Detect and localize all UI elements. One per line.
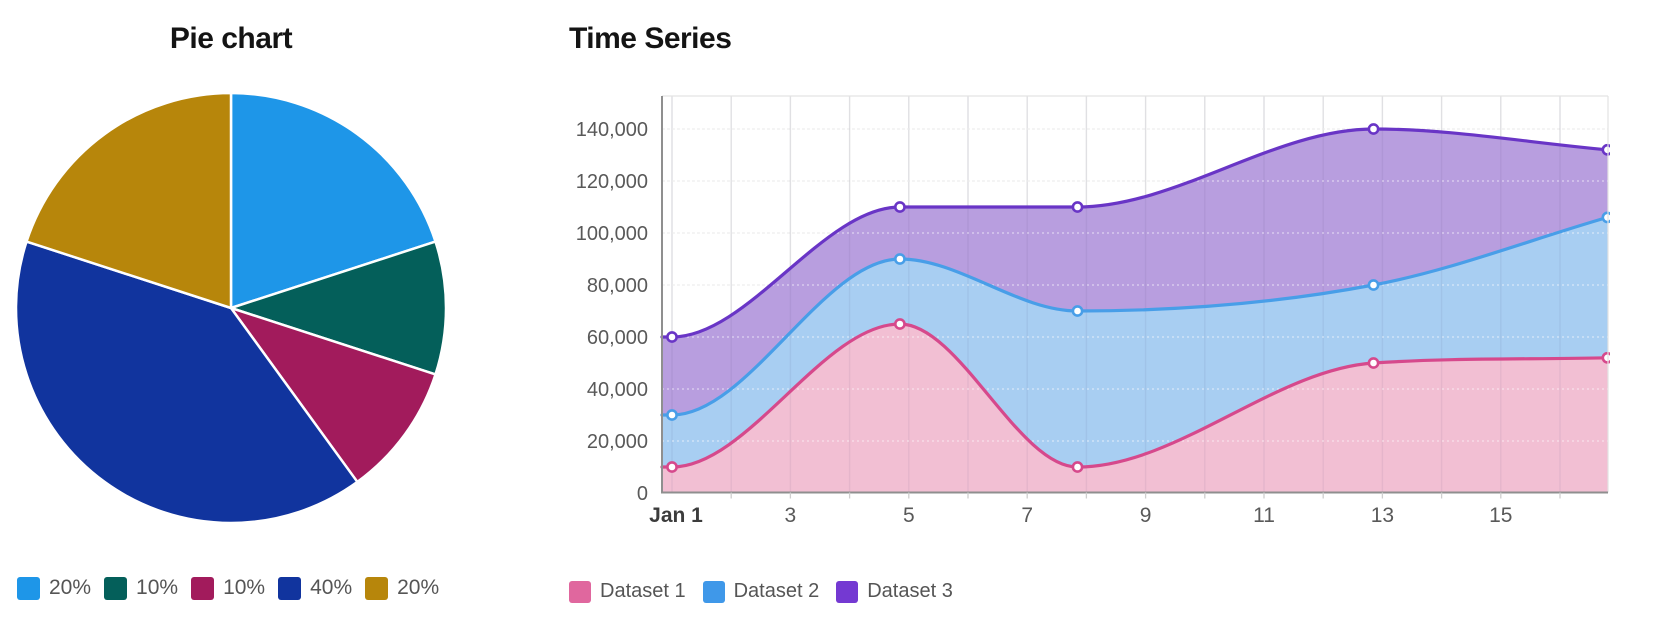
axes <box>661 95 1609 499</box>
pie-legend-swatch-3 <box>191 576 215 600</box>
pie-legend-item-1[interactable]: 20% <box>17 576 91 600</box>
y-tick-label: 120,000 <box>576 171 648 193</box>
y-tick-label: 40,000 <box>587 379 648 401</box>
pie-legend-swatch-1 <box>17 576 40 600</box>
dataset1-point[interactable] <box>1367 357 1380 369</box>
pie-legend-label-2: 10% <box>136 576 179 599</box>
x-tick-label: 15 <box>1489 504 1512 527</box>
y-tick-label: 80,000 <box>587 275 648 297</box>
ts-legend-label-2: Dataset 2 <box>733 580 820 602</box>
dataset3-point[interactable] <box>894 201 906 213</box>
dataset1-line <box>660 322 1609 469</box>
pie-legend-label-4: 40% <box>310 576 353 599</box>
pie-legend-swatch-5 <box>365 576 389 600</box>
ts-legend-item-1[interactable]: Dataset 1 <box>569 580 686 603</box>
x-tick-label: 7 <box>1021 504 1033 527</box>
pie-chart-title: Pie chart <box>169 22 293 55</box>
pie-chart[interactable] <box>14 91 448 525</box>
time-series-legend: Dataset 1 Dataset 2 Dataset 3 <box>569 580 953 603</box>
x-tick-label: 3 <box>785 504 797 527</box>
pie-legend-item-3[interactable]: 10% <box>191 576 265 600</box>
pie-legend-label-5: 20% <box>397 576 440 599</box>
x-tick-label: 11 <box>1253 504 1275 527</box>
dataset1-point[interactable] <box>1071 461 1084 473</box>
x-axis-labels: Jan 1 3 5 7 9 11 13 15 <box>649 504 1512 527</box>
ts-legend-label-3: Dataset 3 <box>867 580 953 602</box>
pie-legend-label-1: 20% <box>49 576 92 599</box>
dataset3-point[interactable] <box>1071 201 1084 213</box>
dataset1-point[interactable] <box>894 318 906 330</box>
dataset3-area <box>662 129 1608 415</box>
ts-legend-swatch-1 <box>569 580 591 603</box>
pie-slice-2[interactable] <box>229 240 448 376</box>
ts-legend-label-1: Dataset 1 <box>600 580 686 602</box>
pie-slice-4[interactable] <box>14 240 359 525</box>
pie-legend-label-3: 10% <box>223 576 266 599</box>
pie-legend: 20% 10% 10% 40% 20% <box>17 576 439 600</box>
y-tick-label: 20,000 <box>587 431 648 453</box>
time-series-title: Time Series <box>569 22 732 55</box>
y-tick-label: 140,000 <box>576 119 648 141</box>
ts-legend-swatch-2 <box>702 580 725 603</box>
pie-legend-item-4[interactable]: 40% <box>278 576 352 600</box>
dataset3-point[interactable] <box>666 331 678 343</box>
y-tick-label: 100,000 <box>576 223 648 245</box>
x-tick-label: Jan 1 <box>649 504 703 527</box>
dataset2-point[interactable] <box>1071 305 1084 317</box>
pie-legend-swatch-4 <box>278 576 302 600</box>
dataset3-line <box>660 127 1609 339</box>
ts-legend-item-3[interactable]: Dataset 3 <box>836 580 953 603</box>
y-tick-label: 0 <box>637 483 648 505</box>
pie-slice-3[interactable] <box>229 306 437 484</box>
dataset2-area <box>662 217 1608 467</box>
ts-legend-swatch-3 <box>836 580 859 603</box>
ts-legend-item-2[interactable]: Dataset 2 <box>702 580 820 603</box>
y-tick-label: 60,000 <box>587 327 648 349</box>
dataset2-point[interactable] <box>666 409 678 421</box>
time-series-chart[interactable]: 0 20,000 40,000 60,000 80,000 100,000 120,000 1… <box>576 95 1612 527</box>
x-tick-label: 13 <box>1371 504 1394 527</box>
gridline-overlay <box>662 96 1608 493</box>
pie-slice-1[interactable] <box>229 91 437 310</box>
pie-legend-swatch-2 <box>104 576 128 600</box>
x-tick-label: 5 <box>903 504 915 527</box>
dataset1-point[interactable] <box>666 461 678 473</box>
y-axis-labels: 0 20,000 40,000 60,000 80,000 100,000 120,000 1… <box>576 119 648 505</box>
x-tick-label: 9 <box>1140 504 1152 527</box>
pie-slice-5[interactable] <box>25 91 233 310</box>
dataset2-line <box>660 215 1609 417</box>
dataset2-point[interactable] <box>894 253 906 265</box>
pie-legend-item-5[interactable]: 20% <box>365 576 439 600</box>
pie-legend-item-2[interactable]: 10% <box>104 576 178 600</box>
dataset2-point[interactable] <box>1367 279 1380 291</box>
dataset3-point[interactable] <box>1367 123 1380 135</box>
